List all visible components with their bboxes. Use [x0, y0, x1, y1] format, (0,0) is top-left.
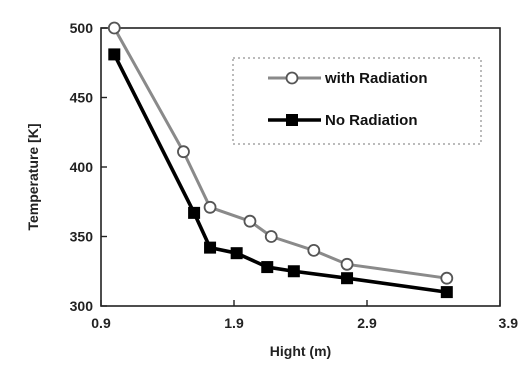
data-point — [440, 271, 454, 285]
data-point — [287, 265, 300, 278]
legend-marker — [285, 71, 299, 85]
legend-item: No Radiation — [268, 112, 418, 129]
legend-item: with Radiation — [268, 70, 428, 87]
y-tick-label: 500 — [70, 20, 94, 36]
x-tick-label: 2.9 — [357, 315, 377, 331]
data-point — [203, 200, 217, 214]
series-line — [112, 53, 448, 294]
legend-label: No Radiation — [325, 112, 418, 129]
plot-area — [100, 27, 501, 307]
y-axis-title: Temperature [K] — [25, 123, 41, 230]
data-point — [307, 243, 321, 257]
x-tick-label: 0.9 — [91, 315, 111, 331]
data-point — [340, 257, 354, 271]
y-tick-label: 300 — [70, 298, 94, 314]
legend: with Radiation No Radiation — [232, 57, 482, 145]
data-point — [230, 247, 243, 260]
y-tick-label: 400 — [70, 159, 94, 175]
data-point — [341, 272, 354, 285]
series-layer — [107, 21, 454, 299]
data-point — [177, 145, 190, 159]
data-point — [108, 48, 121, 61]
legend-label: with Radiation — [324, 70, 428, 87]
x-axis-title: Hight (m) — [270, 343, 331, 359]
plot-border — [100, 27, 501, 307]
data-point — [188, 206, 201, 219]
legend-box — [232, 57, 482, 145]
x-tick-label: 3.9 — [499, 315, 519, 331]
data-point — [204, 241, 217, 254]
series-no-radiation — [108, 48, 453, 299]
data-point — [440, 286, 453, 299]
y-tick-label: 350 — [70, 229, 94, 245]
data-point — [261, 261, 274, 274]
data-point — [243, 214, 257, 228]
x-tick-label: 1.9 — [224, 315, 244, 331]
y-axis: 300 350 400 450 500 — [70, 20, 107, 314]
series-with-radiation — [107, 21, 454, 285]
legend-marker — [286, 114, 298, 126]
x-axis: 0.9 1.9 2.9 3.9 — [91, 300, 518, 331]
data-point — [264, 230, 278, 243]
y-tick-label: 450 — [70, 90, 94, 106]
data-point — [107, 21, 121, 35]
